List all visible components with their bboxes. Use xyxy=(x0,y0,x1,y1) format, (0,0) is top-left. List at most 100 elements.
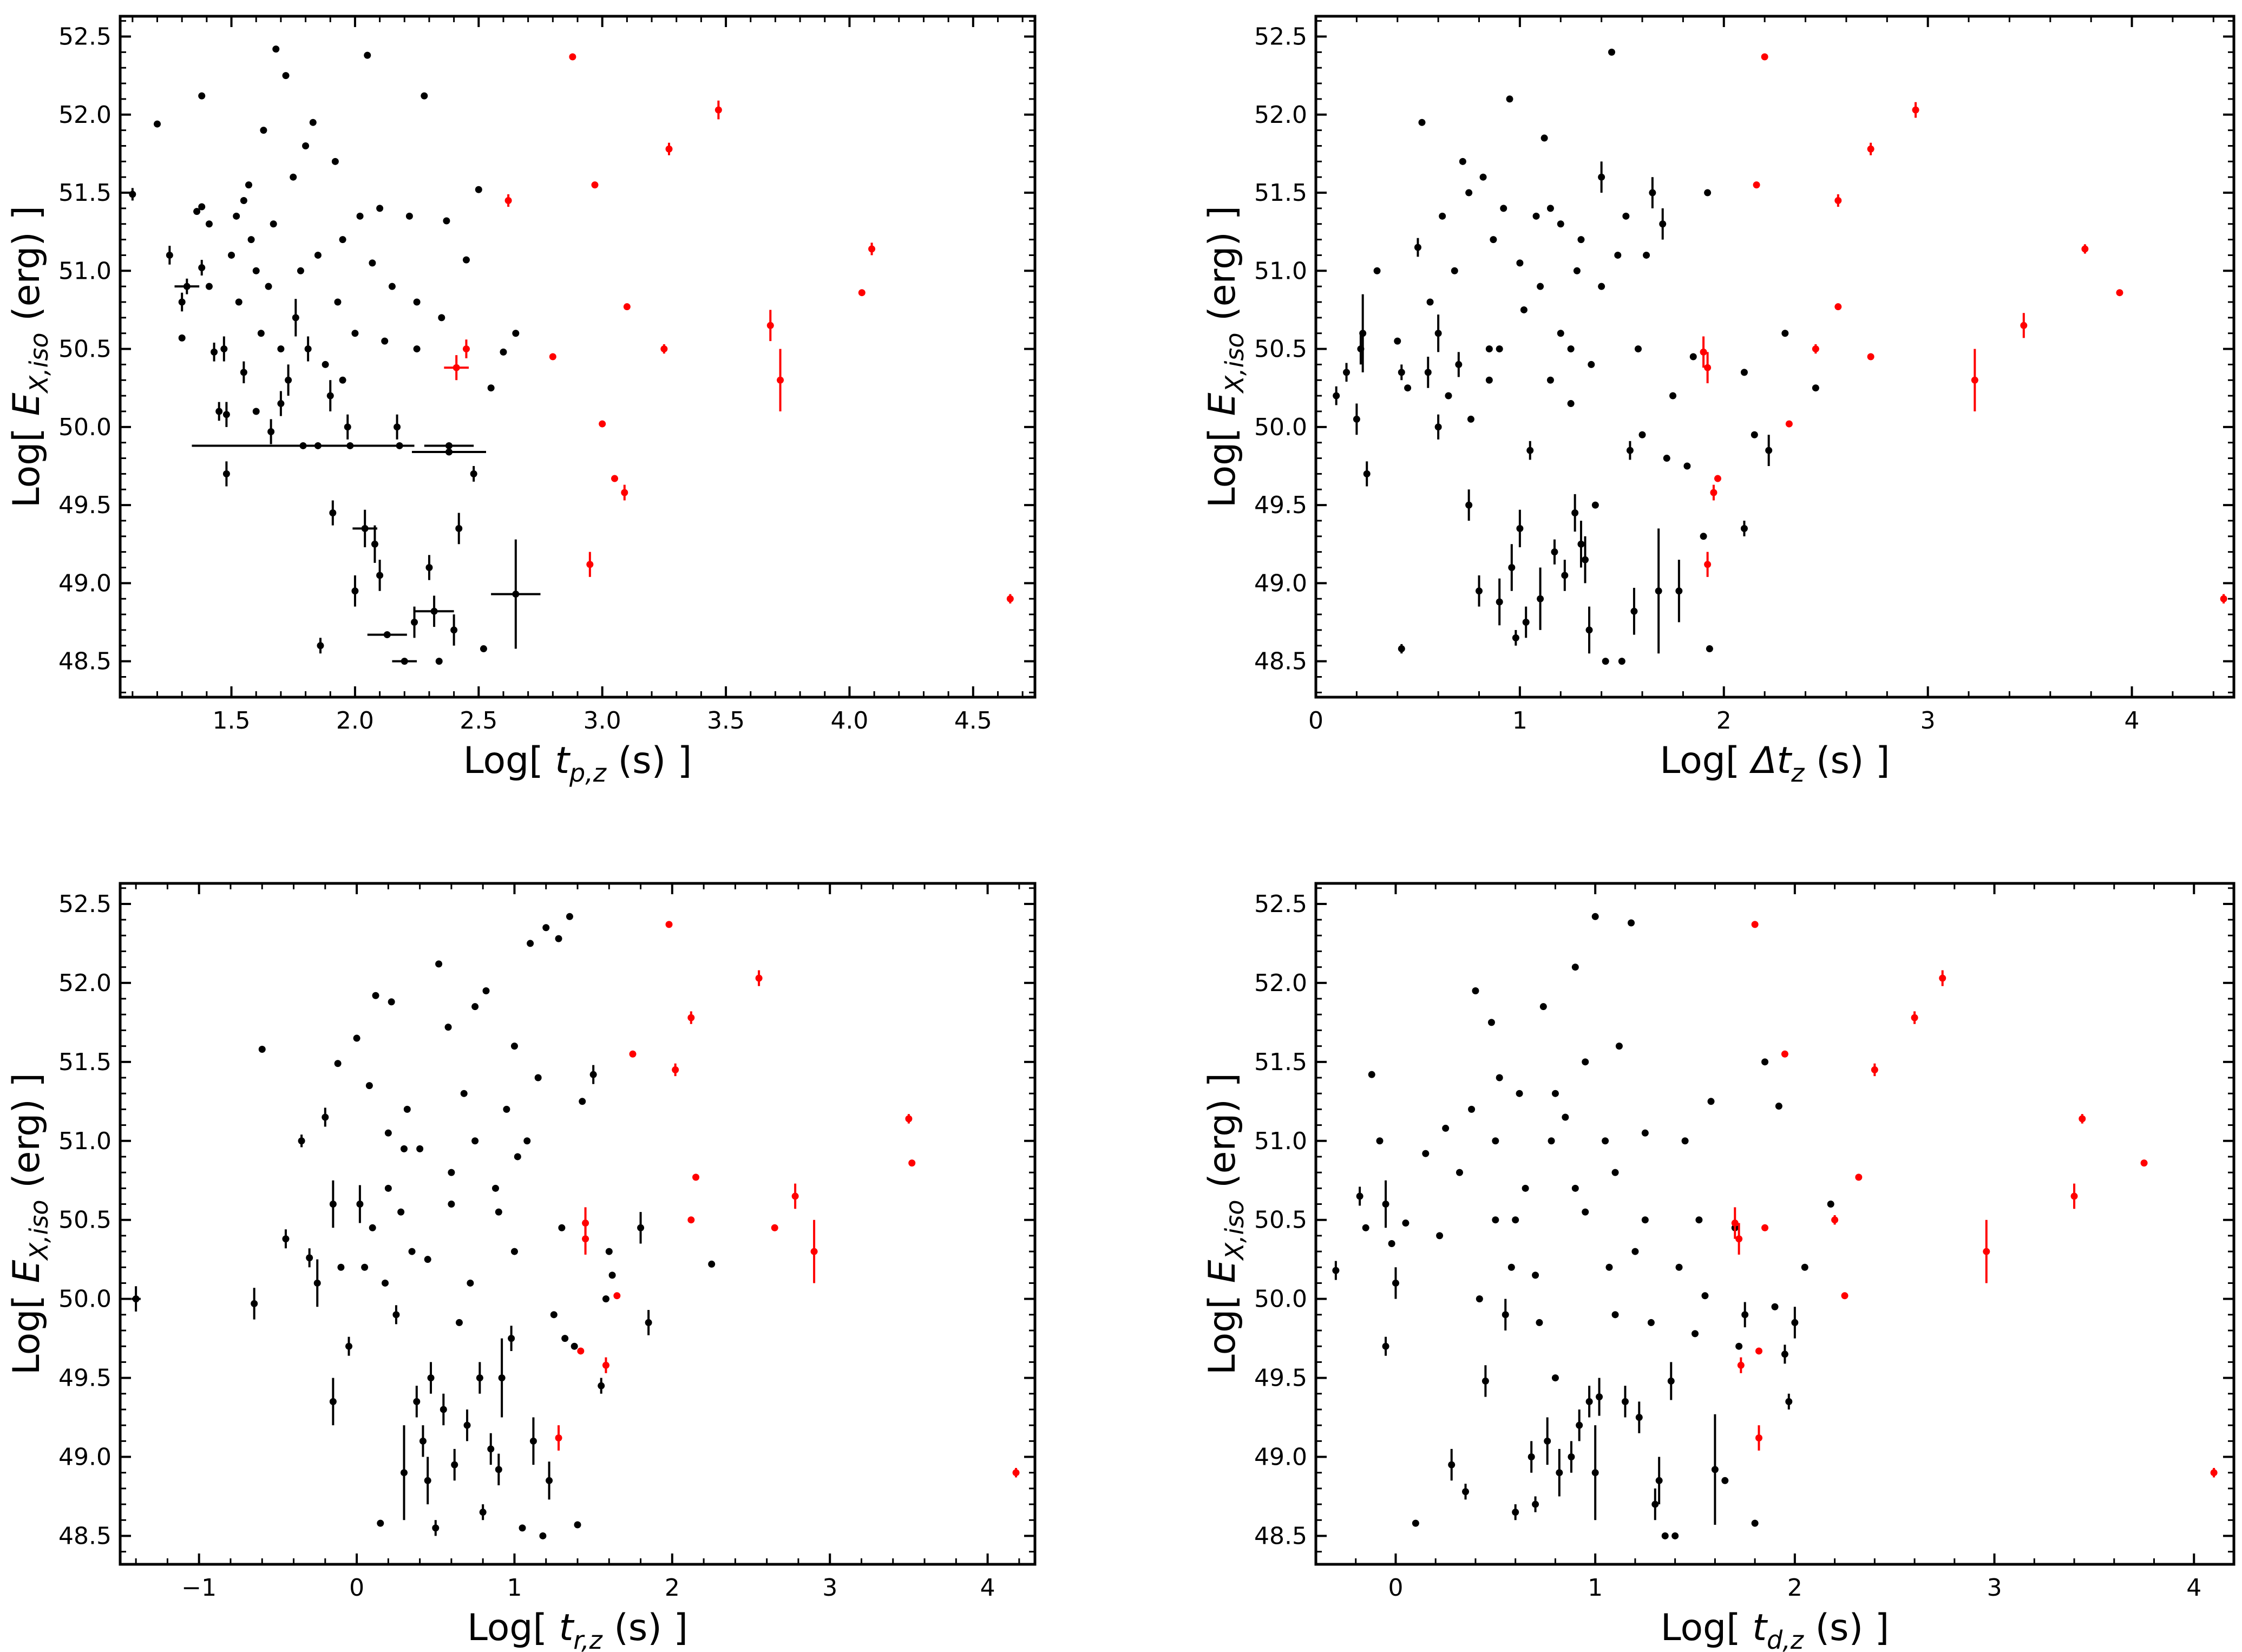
y-tick-label: 48.5 xyxy=(1254,648,1307,676)
data-point xyxy=(519,1524,526,1532)
data-point xyxy=(448,1169,455,1176)
data-point xyxy=(1781,1351,1788,1358)
panel-4: 0 1 2 3 4 48.5 49.0 49.5 50.0 50.5 51.0 51.5 52.0 52.… xyxy=(1201,882,2236,1652)
data-point xyxy=(205,220,213,228)
data-point xyxy=(178,334,186,342)
data-point xyxy=(1532,1271,1539,1279)
data-point xyxy=(755,974,763,982)
data-point xyxy=(258,1045,266,1053)
data-point xyxy=(384,1184,392,1192)
data-point xyxy=(1392,1279,1399,1287)
data-point xyxy=(574,1521,581,1529)
data-point xyxy=(416,1145,424,1152)
data-point xyxy=(1546,205,1554,212)
data-point xyxy=(471,1003,479,1011)
data-point xyxy=(1655,1477,1663,1484)
data-point xyxy=(1479,173,1487,181)
data-point xyxy=(491,1184,499,1192)
data-point xyxy=(382,1279,389,1287)
data-point xyxy=(132,1295,140,1303)
y-tick-label: 52.0 xyxy=(1254,969,1307,997)
data-point xyxy=(1827,1201,1834,1208)
data-point xyxy=(440,1406,447,1413)
data-point xyxy=(455,525,463,532)
data-point xyxy=(1359,330,1367,337)
data-point xyxy=(1571,1184,1579,1192)
data-point xyxy=(339,236,346,244)
data-point xyxy=(222,411,230,418)
data-point xyxy=(1641,1216,1649,1224)
data-point xyxy=(430,607,438,615)
data-point xyxy=(692,1174,700,1181)
data-point xyxy=(376,572,384,579)
x-tick-label: 4.0 xyxy=(830,707,868,735)
y-tick-label: 50.5 xyxy=(1254,336,1307,363)
data-point xyxy=(1602,658,1609,665)
data-point xyxy=(598,1382,605,1389)
plot-frame xyxy=(1314,15,2236,699)
x-tick-label: −1 xyxy=(181,1574,217,1602)
data-point xyxy=(512,591,520,598)
x-axis-label-sub: d,z xyxy=(1767,1625,1804,1652)
data-point xyxy=(476,1374,483,1382)
data-point xyxy=(405,212,413,220)
data-point xyxy=(1487,1019,1495,1026)
x-axis-label-prefix: Log[ xyxy=(463,739,555,782)
data-point xyxy=(371,540,378,548)
data-point xyxy=(1591,501,1599,509)
data-point xyxy=(645,1319,652,1326)
y-tick-label: 50.0 xyxy=(1254,1286,1307,1313)
y-tick-label: 48.5 xyxy=(1254,1522,1307,1550)
y-tick-label: 49.5 xyxy=(58,491,112,519)
x-tick-label: 2.5 xyxy=(460,707,497,735)
y-tick-label: 51.5 xyxy=(1254,179,1307,207)
data-point xyxy=(1567,400,1575,408)
data-point xyxy=(302,142,310,149)
data-point xyxy=(514,1153,521,1161)
y-axis-label-var: E xyxy=(1201,1260,1244,1283)
data-point xyxy=(471,1137,479,1145)
data-point xyxy=(400,1145,408,1152)
data-point xyxy=(329,1398,337,1405)
data-point xyxy=(1577,236,1585,244)
data-point xyxy=(1439,212,1446,220)
data-point xyxy=(1398,645,1405,653)
data-point xyxy=(1332,1267,1340,1274)
x-tick-label: 4.5 xyxy=(954,707,992,735)
data-point xyxy=(1649,189,1656,196)
data-point xyxy=(1971,376,1978,384)
data-point xyxy=(1761,1224,1769,1231)
x-tick-label: 3 xyxy=(1920,707,1936,735)
data-point xyxy=(392,1311,400,1319)
x-axis-label: Log[ td,z (s) ] xyxy=(1661,1607,1890,1652)
data-point xyxy=(1532,1500,1539,1508)
x-tick-label: 3.0 xyxy=(584,707,621,735)
y-tick-label: 48.5 xyxy=(58,1522,112,1550)
data-point xyxy=(400,1469,408,1477)
data-point xyxy=(569,53,576,61)
x-axis-label-suffix: (s) ] xyxy=(602,1607,688,1649)
data-point xyxy=(1630,607,1638,615)
data-point xyxy=(2220,595,2227,602)
x-tick-label: 4 xyxy=(2125,707,2140,735)
series-black xyxy=(1333,48,1819,665)
x-axis-label-var: t xyxy=(555,739,571,782)
data-point xyxy=(211,348,218,356)
data-point xyxy=(1591,913,1599,920)
data-point xyxy=(1740,369,1748,376)
data-point xyxy=(1711,1466,1719,1473)
x-axis-label-sub: z xyxy=(1791,758,1805,788)
data-point xyxy=(228,251,235,259)
data-point xyxy=(1424,369,1432,376)
data-point xyxy=(1706,645,1713,653)
data-point xyxy=(383,631,391,639)
data-point xyxy=(1631,1248,1639,1255)
data-point xyxy=(1571,963,1579,971)
data-point xyxy=(1567,345,1575,353)
data-point xyxy=(1333,392,1340,399)
data-point xyxy=(1485,345,1493,353)
data-point xyxy=(424,1256,431,1263)
data-point xyxy=(245,181,253,189)
series-red xyxy=(1731,921,2218,1478)
data-point xyxy=(251,1300,258,1307)
